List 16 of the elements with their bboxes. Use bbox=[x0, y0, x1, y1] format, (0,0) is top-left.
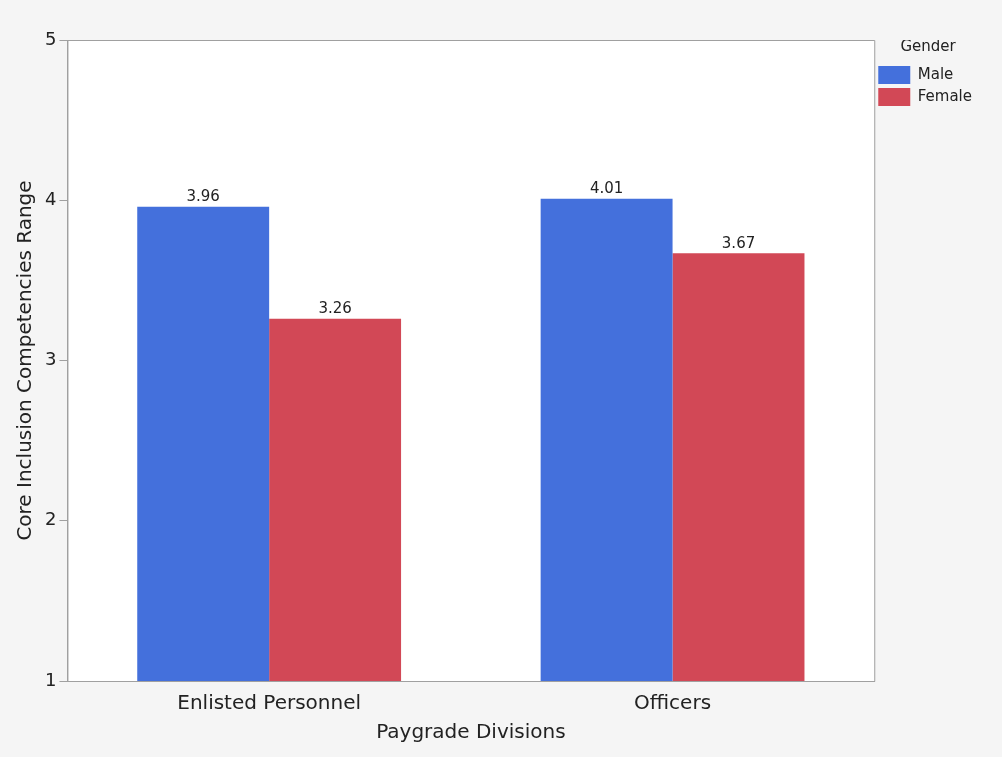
data-label: 3.26 bbox=[318, 299, 352, 318]
legend-title: Gender bbox=[900, 37, 957, 56]
legend-label: Female bbox=[917, 86, 973, 105]
data-label: 3.67 bbox=[721, 233, 756, 252]
y-axis-title: Core Inclusion Competencies Range bbox=[12, 180, 37, 541]
x-axis-title: Paygrade Divisions bbox=[376, 719, 566, 744]
x-tick-label: Enlisted Personnel bbox=[177, 690, 362, 715]
y-tick-label: 1 bbox=[45, 668, 57, 690]
y-tick-label: 2 bbox=[45, 508, 57, 530]
legend-label: Male bbox=[917, 64, 954, 83]
data-label: 4.01 bbox=[589, 179, 624, 198]
y-tick-label: 4 bbox=[45, 187, 57, 209]
data-label: 3.96 bbox=[186, 187, 220, 206]
x-tick-label: Officers bbox=[634, 690, 712, 715]
y-tick-label: 3 bbox=[45, 348, 57, 370]
y-tick-label: 5 bbox=[45, 27, 57, 49]
